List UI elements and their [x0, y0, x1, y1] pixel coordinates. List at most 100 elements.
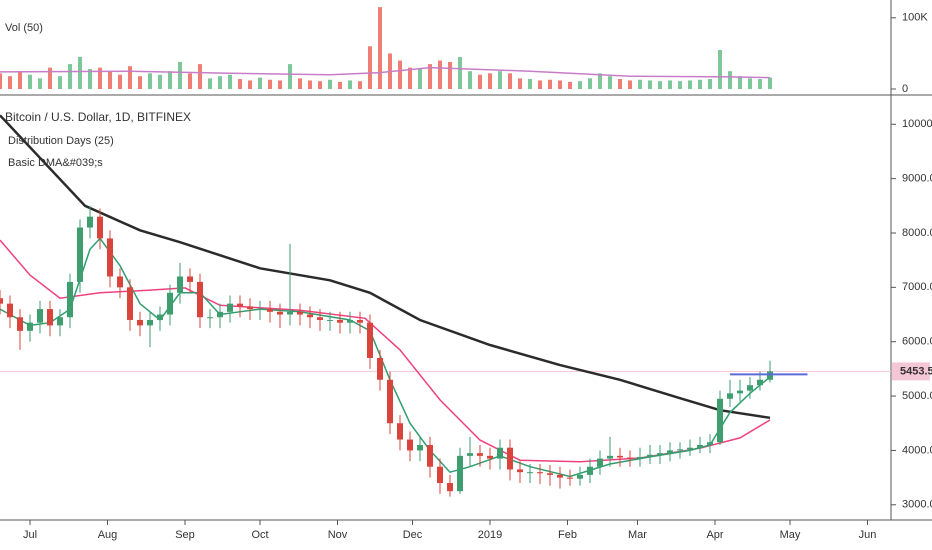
volume-bar [678, 81, 682, 89]
volume-bar [298, 78, 302, 89]
volume-pane: 0 100K [0, 7, 928, 95]
volume-bar [288, 64, 292, 89]
volume-bar [738, 76, 742, 89]
volume-bar [658, 81, 662, 89]
candle-body [357, 319, 363, 323]
volume-bar [698, 79, 702, 89]
x-tick-label: Aug [98, 529, 118, 541]
chart-title: Bitcoin / U.S. Dollar, 1D, BITFINEX [5, 110, 191, 124]
volume-bar [168, 71, 172, 89]
volume-bar [598, 73, 602, 89]
volume-bar [628, 80, 632, 89]
volume-bar [278, 80, 282, 89]
volume-bar [98, 67, 102, 89]
x-tick-label: Feb [558, 529, 577, 541]
volume-bar [618, 79, 622, 89]
candle-body [217, 311, 223, 318]
candle-body [757, 379, 763, 386]
volume-bar [558, 80, 562, 89]
volume-bar [708, 79, 712, 89]
volume-bar [358, 81, 362, 89]
volume-bar [538, 80, 542, 89]
candle-body [557, 474, 563, 478]
candle-body [637, 456, 643, 459]
x-tick-label: Apr [706, 529, 723, 541]
candle-body [627, 457, 633, 459]
volume-bar [318, 81, 322, 89]
volume-bar [268, 79, 272, 89]
candle-body [567, 477, 573, 479]
candle-body [7, 303, 13, 318]
candle-body [657, 453, 663, 455]
volume-bar [8, 76, 12, 89]
candle-body [587, 466, 593, 475]
volume-bar [578, 81, 582, 89]
x-tick-label: Jun [859, 529, 877, 541]
candle-body [517, 469, 523, 473]
volume-bar [468, 71, 472, 89]
candle-body [0, 298, 3, 304]
volume-bar [458, 56, 462, 89]
candle-body [47, 309, 53, 326]
volume-bar [418, 69, 422, 89]
candle-body [57, 317, 63, 326]
candle-body [487, 455, 493, 459]
candle-body [77, 227, 83, 282]
candle-body [277, 311, 283, 315]
candle-body [67, 281, 73, 318]
volume-bar [638, 79, 642, 89]
volume-bar [668, 80, 672, 89]
volume-bar [768, 77, 772, 89]
volume-bar [208, 78, 212, 89]
volume-bar [478, 74, 482, 89]
candle-body [187, 276, 193, 282]
candle-body [137, 319, 143, 326]
candle-body [467, 453, 473, 456]
candle-body [607, 455, 613, 459]
volume-bar [368, 46, 372, 89]
candle-body [407, 439, 413, 451]
volume-bar [218, 76, 222, 89]
volume-bar [398, 60, 402, 89]
volume-bar [158, 74, 162, 89]
candle-body [417, 444, 423, 451]
volume-bar [728, 71, 732, 89]
candle-body [437, 466, 443, 484]
volume-bar [248, 80, 252, 89]
volume-bar [308, 80, 312, 89]
volume-bar [518, 78, 522, 89]
candle-body [267, 309, 273, 312]
volume-bar [148, 73, 152, 89]
y-tick-label: 6000.0 [902, 336, 932, 348]
last-price-label: 5453.5 [900, 365, 932, 377]
candle-body [17, 317, 23, 331]
volume-bar [488, 73, 492, 89]
volume-bar [178, 61, 182, 89]
volume-bar [188, 73, 192, 89]
candle-body [147, 319, 153, 326]
volume-bar [138, 76, 142, 89]
candle-body [457, 455, 463, 492]
candle-body [317, 317, 323, 320]
candle-body [97, 216, 103, 239]
volume-bar [258, 77, 262, 89]
candle-body [667, 450, 673, 454]
candle-body [237, 303, 243, 307]
candle-body [647, 454, 653, 457]
candle-body [617, 455, 623, 458]
candle-body [547, 473, 553, 475]
indicator-label: Distribution Days (25) [8, 135, 114, 147]
candle-body [327, 319, 333, 321]
x-tick-label: 2019 [478, 529, 502, 541]
volume-bar [108, 71, 112, 89]
volume-bar [548, 79, 552, 89]
volume-bar [588, 78, 592, 89]
candle-body [117, 276, 123, 288]
volume-bar [608, 76, 612, 89]
x-tick-label: Sep [175, 529, 195, 541]
candle-body [447, 483, 453, 492]
volume-bar [118, 74, 122, 89]
x-tick-label: May [780, 529, 801, 541]
volume-title: Vol (50) [5, 22, 43, 34]
